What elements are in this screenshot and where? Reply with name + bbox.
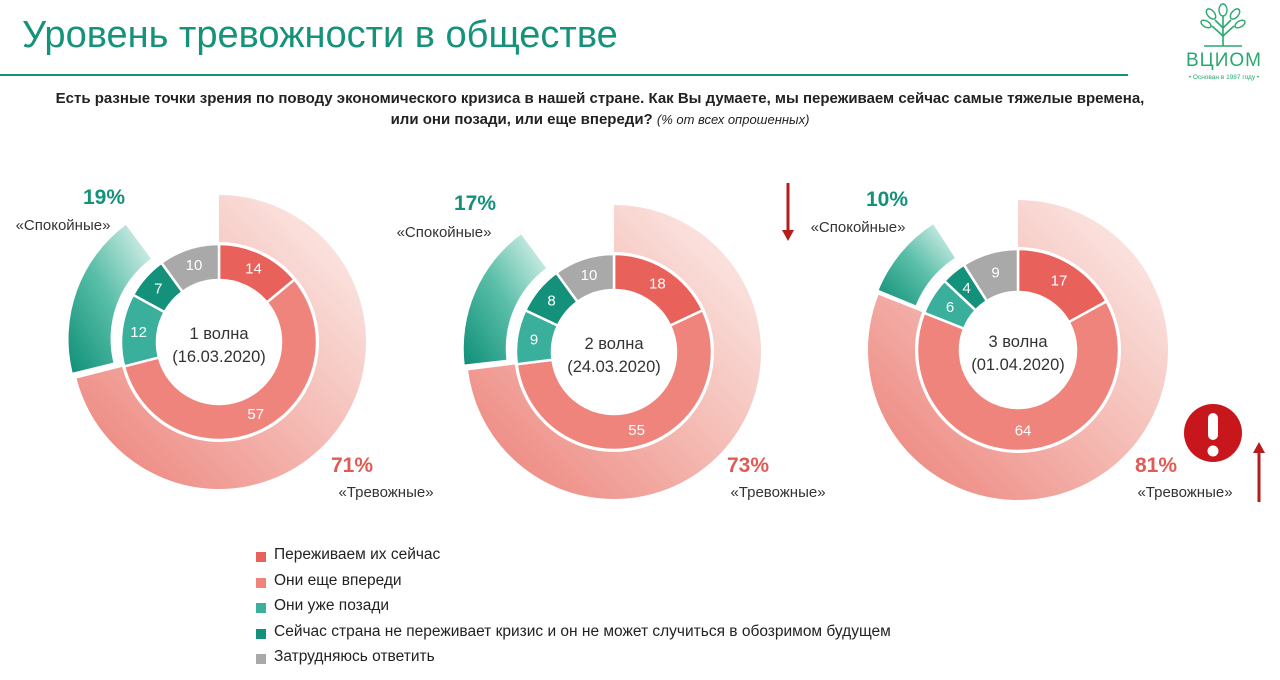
- segment-value-label: 7: [154, 280, 162, 297]
- inner-segment: [962, 247, 1020, 303]
- outer-segment-calm: [878, 224, 956, 306]
- segment-value-label: 9: [991, 265, 999, 282]
- leaf-icons: [1200, 3, 1246, 29]
- title-rule: [0, 74, 1128, 76]
- tree-icon: [1204, 16, 1242, 47]
- segment-value-label: 9: [530, 331, 538, 348]
- segment-value-label: 4: [963, 280, 971, 297]
- question-note: (% от всех опрошенных): [656, 112, 810, 127]
- legend-label: Они еще впереди: [274, 571, 402, 589]
- wave-date: (16.03.2020): [172, 348, 266, 366]
- anxious-percent: 81%: [1135, 454, 1177, 477]
- legend-swatch: [256, 577, 266, 588]
- wave-label: 2 волна: [584, 335, 644, 353]
- question-text: Есть разные точки зрения по поводу эконо…: [55, 90, 1145, 128]
- calm-label: «Спокойные»: [811, 219, 906, 236]
- legend-swatch: [256, 628, 266, 639]
- anxious-label: «Тревожные»: [338, 484, 433, 501]
- anxious-label: «Тревожные»: [1137, 484, 1232, 501]
- segment-value-label: 64: [1015, 422, 1032, 439]
- inner-segment: [915, 299, 1121, 453]
- inner-segment: [122, 277, 319, 442]
- legend-label: Сейчас страна не переживает кризис и он …: [274, 622, 891, 640]
- segment-value-label: 17: [1051, 273, 1068, 290]
- legend-label: Переживаем их сейчас: [274, 546, 441, 563]
- anxious-label: «Тревожные»: [730, 484, 825, 501]
- calm-percent: 10%: [866, 188, 908, 211]
- segment-value-label: 10: [186, 257, 203, 274]
- inner-segment: [554, 252, 616, 304]
- legend-label: Они уже позади: [274, 597, 390, 614]
- wave-date: (24.03.2020): [567, 358, 661, 376]
- anxious-percent: 71%: [331, 454, 373, 477]
- outer-segment-anxious: [468, 205, 761, 499]
- trend-up-arrow-icon: [1253, 442, 1265, 502]
- trend-down-arrow-icon: [782, 183, 794, 241]
- legend-swatch: [256, 552, 266, 562]
- legend-swatch: [256, 603, 266, 613]
- wave-date: (01.04.2020): [971, 356, 1065, 374]
- survey-question: Есть разные точки зрения по поводу эконо…: [40, 88, 1160, 130]
- segment-value-label: 12: [130, 324, 147, 341]
- segment-value-label: 18: [649, 276, 666, 293]
- wave-label: 3 волна: [988, 333, 1048, 351]
- calm-percent: 17%: [454, 192, 496, 215]
- logo-name: ВЦИОМ: [1186, 50, 1262, 71]
- segment-value-label: 57: [247, 406, 264, 423]
- legend-label: Затрудняюсь ответить: [274, 648, 435, 665]
- segment-value-label: 10: [581, 267, 598, 284]
- outer-segment-calm: [68, 224, 151, 373]
- segment-value-label: 8: [547, 292, 555, 309]
- wave-label: 1 волна: [189, 325, 249, 343]
- anxious-percent: 73%: [727, 454, 769, 477]
- alert-icon: [1184, 404, 1242, 462]
- outer-segment-anxious: [867, 200, 1168, 500]
- outer-segment-anxious: [76, 195, 366, 490]
- segment-value-label: 55: [628, 422, 645, 439]
- vciom-logo: [1200, 3, 1246, 47]
- outer-segment-calm: [463, 234, 547, 365]
- inner-segment: [515, 308, 714, 452]
- segment-value-label: 14: [245, 261, 262, 278]
- calm-label: «Спокойные»: [16, 217, 111, 234]
- logo-tagline: • Основан в 1987 году •: [1188, 74, 1260, 81]
- calm-percent: 19%: [83, 186, 125, 209]
- page-title: Уровень тревожности в обществе: [22, 14, 618, 56]
- legend-swatch: [256, 654, 266, 664]
- calm-label: «Спокойные»: [397, 224, 492, 241]
- segment-value-label: 6: [946, 299, 954, 316]
- inner-segment: [159, 242, 221, 294]
